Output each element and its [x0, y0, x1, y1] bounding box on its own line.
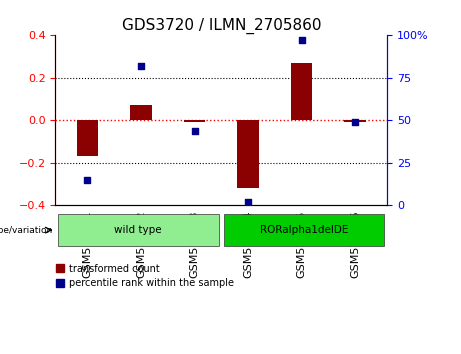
Bar	[237, 120, 259, 188]
Point	[244, 199, 252, 205]
FancyBboxPatch shape	[58, 214, 219, 246]
Text: wild type: wild type	[114, 225, 162, 235]
Point	[137, 63, 145, 69]
Title: GDS3720 / ILMN_2705860: GDS3720 / ILMN_2705860	[122, 18, 321, 34]
Bar	[184, 120, 205, 122]
Bar	[130, 105, 152, 120]
Point	[351, 119, 359, 125]
Text: RORalpha1delDE: RORalpha1delDE	[260, 225, 349, 235]
Point	[84, 177, 91, 183]
Bar	[291, 63, 312, 120]
Point	[191, 128, 198, 133]
Bar	[77, 120, 98, 156]
Text: genotype/variation: genotype/variation	[0, 225, 53, 235]
Point	[298, 38, 305, 43]
FancyBboxPatch shape	[224, 214, 384, 246]
Legend: transformed count, percentile rank within the sample: transformed count, percentile rank withi…	[51, 260, 238, 292]
Bar	[344, 120, 366, 122]
